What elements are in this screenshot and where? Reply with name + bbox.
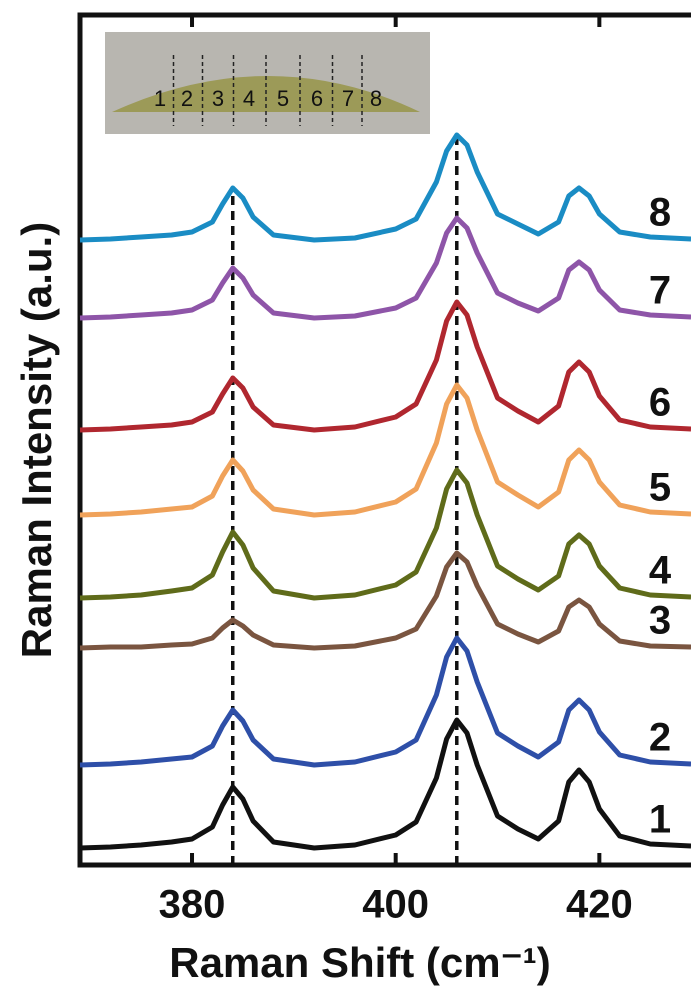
spectrum-line (79, 467, 691, 601)
x-axis-label: Raman Shift (cm⁻¹) (169, 939, 551, 986)
series-label: 6 (649, 381, 671, 425)
spectrum-line (79, 382, 691, 518)
series-label: 2 (649, 716, 671, 760)
series-label: 3 (649, 599, 671, 643)
spectrum-line (79, 132, 691, 243)
x-tick-label: 420 (566, 883, 633, 927)
inset-label: 7 (342, 86, 354, 111)
inset-label: 6 (311, 86, 323, 111)
inset-label: 2 (181, 86, 193, 111)
spectrum-line (79, 717, 691, 851)
inset-label: 3 (212, 86, 224, 111)
axis-frame (77, 12, 691, 868)
spectrum-line (79, 550, 691, 651)
series-label: 5 (649, 466, 671, 510)
inset-label: 8 (370, 86, 382, 111)
inset-label: 4 (243, 86, 255, 111)
series-label: 7 (649, 269, 671, 313)
series-label: 8 (649, 191, 671, 235)
x-tick-label: 400 (362, 883, 429, 927)
spectrum-line (79, 215, 691, 321)
series-label: 1 (649, 798, 671, 842)
x-tick-label: 380 (159, 883, 226, 927)
inset-label: 5 (277, 86, 289, 111)
series-label: 4 (649, 549, 672, 593)
spectrum-line (79, 299, 691, 433)
y-axis-label: Raman Intensity (a.u.) (13, 222, 60, 658)
inset-label: 1 (154, 86, 166, 111)
spectrum-line (79, 635, 691, 768)
